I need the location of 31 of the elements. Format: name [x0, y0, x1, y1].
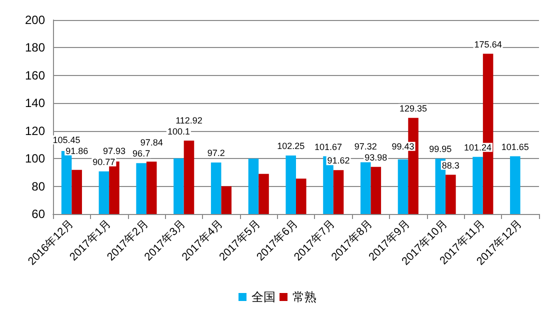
- data-label: 90.77: [92, 156, 116, 167]
- y-tick-label: 60: [32, 207, 46, 221]
- data-label: 97.84: [140, 138, 163, 148]
- data-label: 88.3: [442, 160, 460, 170]
- data-label: 101.67: [314, 142, 342, 152]
- y-tick-label: 160: [24, 68, 46, 82]
- data-label: 91.86: [66, 146, 88, 156]
- data-label: 99.95: [429, 144, 452, 154]
- data-label: 102.25: [277, 140, 305, 151]
- data-label: 91.62: [327, 156, 350, 166]
- data-label: 93.98: [364, 152, 388, 162]
- data-label: 101.24: [464, 142, 492, 152]
- y-tick-label: 180: [24, 40, 46, 55]
- data-label: 105.45: [52, 134, 80, 145]
- y-tick-label: 140: [24, 96, 46, 110]
- data-label: 96.7: [132, 148, 150, 159]
- data-label: 100.1: [167, 126, 190, 137]
- y-tick-label: 80: [32, 179, 46, 194]
- data-label: 97.32: [354, 141, 377, 152]
- y-tick-label: 120: [24, 124, 46, 138]
- legend-label: 常熟: [292, 290, 316, 304]
- data-label: 99.43: [392, 141, 414, 152]
- data-label: 101.65: [501, 142, 529, 152]
- y-tick-label: 200: [24, 13, 46, 27]
- data-label: 129.35: [400, 103, 428, 114]
- data-label: 175.64: [474, 39, 502, 50]
- legend-label: 全国: [252, 290, 276, 304]
- data-label: 97.93: [102, 146, 126, 156]
- data-label: 97.2: [207, 148, 225, 158]
- data-label: 112.92: [176, 116, 202, 126]
- y-tick-label: 100: [24, 152, 46, 166]
